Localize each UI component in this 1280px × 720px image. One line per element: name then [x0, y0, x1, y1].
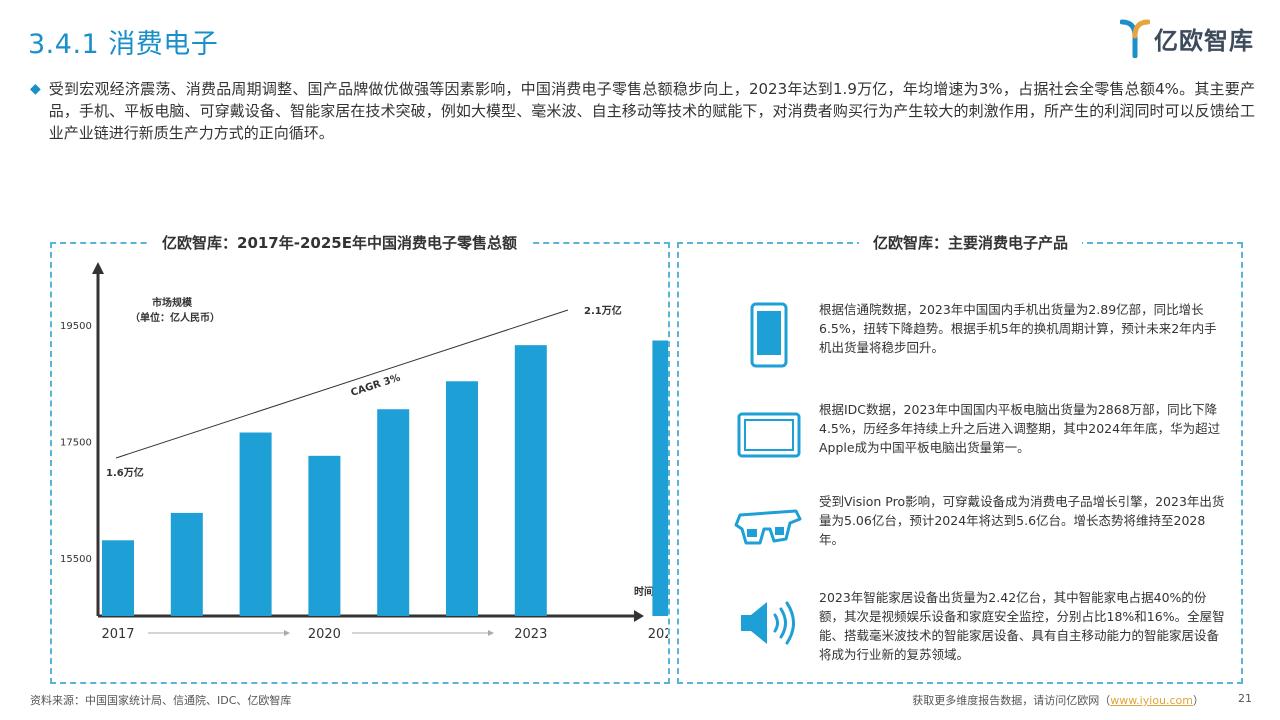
bar-2018 — [170, 512, 203, 616]
products-panel-title: 亿欧智库：主要消费电子产品 — [859, 232, 1083, 253]
product-tablet-text: 根据IDC数据，2023年中国国内平板电脑出货量为2868万部，同比下降4.5%… — [819, 402, 1221, 455]
speaker-icon — [741, 601, 795, 645]
tablet-icon — [737, 412, 801, 458]
footer-more-prefix: 获取更多维度报告数据，请访问亿欧网（ — [912, 694, 1111, 707]
start-value-label: 1.6万亿 — [106, 466, 144, 479]
timeline-arrow-2-head-icon — [488, 630, 494, 636]
bar-2019 — [239, 432, 272, 616]
y-axis-arrow-icon — [92, 262, 104, 274]
logo-mark-icon — [1120, 19, 1150, 58]
chart-panel: 亿欧智库：2017年-2025E年中国消费电子零售总额 市场规模 （单位：亿人民币… — [50, 232, 670, 684]
diamond-bullet-icon: ◆ — [30, 81, 41, 97]
x-tick-label: 2020 — [308, 627, 341, 642]
y-axis-unit: （单位：亿人民币） — [130, 311, 220, 324]
product-smartphone-text: 根据信通院数据，2023年中国国内手机出货量为2.89亿部，同比增长6.5%，扭… — [819, 302, 1217, 355]
page-number: 21 — [1238, 692, 1252, 705]
logo: 亿欧智库 — [1120, 18, 1254, 58]
vr-glasses-icon — [734, 509, 802, 545]
product-wearable: 受到Vision Pro影响，可穿戴设备成为消费电子品增长引擎，2023年出货量… — [729, 492, 1239, 582]
trend-line — [115, 309, 569, 459]
footer-more: 获取更多维度报告数据，请访问亿欧网（www.iyiou.com） — [912, 692, 1204, 708]
timeline-arrow-1-head-icon — [284, 630, 290, 636]
y-tick-label: 15500 — [60, 554, 92, 565]
intro-text: 受到宏观经济震荡、消费品周期调整、国产品牌做优做强等因素影响，中国消费电子零售总… — [48, 80, 1255, 142]
x-axis-label: 时间 — [634, 585, 654, 598]
smartphone-icon — [750, 302, 788, 368]
x-tick-label: 2025E — [648, 627, 668, 642]
bar-2023 — [514, 345, 547, 616]
product-smarthome-text: 2023年智能家居设备出货量为2.42亿台，其中智能家电占据40%的份额，其次是… — [819, 590, 1225, 662]
footer-more-suffix: ） — [1193, 694, 1204, 707]
x-axis-arrow-icon — [634, 610, 644, 622]
product-tablet: 根据IDC数据，2023年中国国内平板电脑出货量为2868万部，同比下降4.5%… — [729, 400, 1239, 490]
page-title: 3.4.1 消费电子 — [28, 29, 219, 60]
product-wearable-text: 受到Vision Pro影响，可穿戴设备成为消费电子品增长引擎，2023年出货量… — [819, 494, 1225, 547]
product-smarthome: 2023年智能家居设备出货量为2.42亿台，其中智能家电占据40%的份额，其次是… — [729, 588, 1239, 678]
end-value-label: 2.1万亿 — [584, 304, 622, 317]
bar-2020 — [308, 455, 341, 616]
intro-paragraph: ◆ 受到宏观经济震荡、消费品周期调整、国产品牌做优做强等因素影响，中国消费电子零… — [30, 78, 1255, 144]
bar-2025E — [652, 340, 668, 616]
bar-2022 — [446, 381, 478, 616]
retail-bar-chart: 市场规模 （单位：亿人民币） 时间 15500 17500 19500 2017 2020 20… — [60, 262, 668, 642]
bar-2017 — [102, 540, 134, 616]
y-tick-label: 17500 — [60, 437, 92, 448]
products-panel: 亿欧智库：主要消费电子产品 根据信通院数据，2023年中国国内手机出货量为2.8… — [677, 232, 1243, 684]
chart-panel-title: 亿欧智库：2017年-2025E年中国消费电子零售总额 — [148, 232, 531, 253]
bar-2021 — [377, 409, 410, 616]
cagr-label: CAGR 3% — [350, 372, 402, 398]
y-axis-label: 市场规模 — [152, 296, 193, 309]
footer-source: 资料来源：中国国家统计局、信通院、IDC、亿欧智库 — [30, 694, 292, 707]
logo-text: 亿欧智库 — [1154, 26, 1254, 55]
y-tick-label: 19500 — [60, 321, 92, 332]
footer-link[interactable]: www.iyiou.com — [1110, 694, 1193, 707]
x-tick-label: 2023 — [514, 627, 547, 642]
x-tick-label: 2017 — [101, 627, 134, 642]
product-smartphone: 根据信通院数据，2023年中国国内手机出货量为2.89亿部，同比增长6.5%，扭… — [729, 300, 1239, 390]
